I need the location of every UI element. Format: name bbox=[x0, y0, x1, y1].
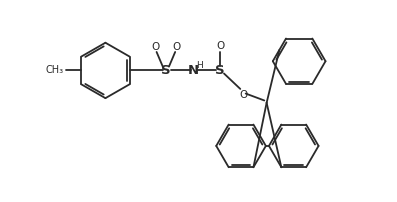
Text: H: H bbox=[196, 61, 202, 70]
Text: O: O bbox=[216, 41, 224, 51]
Text: CH₃: CH₃ bbox=[45, 65, 64, 75]
Text: S: S bbox=[161, 64, 171, 77]
Text: O: O bbox=[151, 42, 159, 52]
Text: N: N bbox=[188, 64, 199, 77]
Text: S: S bbox=[215, 64, 225, 77]
Text: O: O bbox=[173, 42, 181, 52]
Text: O: O bbox=[239, 90, 247, 100]
